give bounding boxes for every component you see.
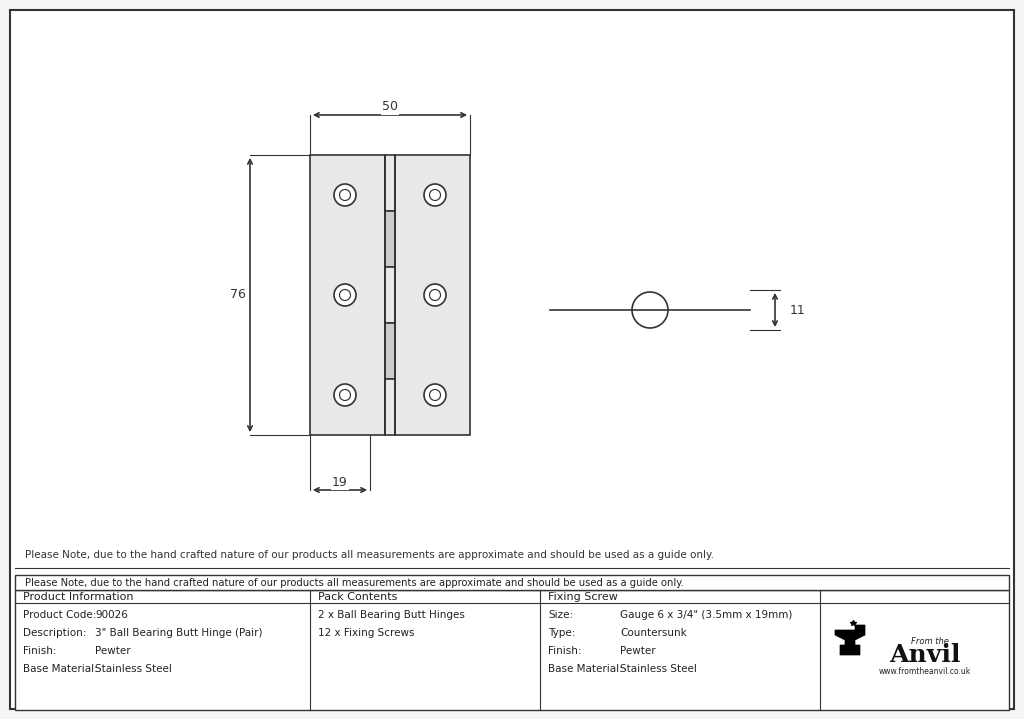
Circle shape [429,190,440,201]
Circle shape [340,290,350,301]
Circle shape [424,384,446,406]
Text: 19: 19 [332,475,348,488]
Text: Base Material:: Base Material: [548,664,623,674]
Circle shape [632,292,668,328]
Bar [385,267,395,323]
Text: Base Material:: Base Material: [23,664,97,674]
Text: 76: 76 [230,288,246,301]
Bar [385,323,395,379]
Text: Stainless Steel: Stainless Steel [95,664,172,674]
Text: www.fromtheanvil.co.uk: www.fromtheanvil.co.uk [879,667,971,677]
Text: Finish:: Finish: [548,646,582,656]
Text: 2 x Ball Bearing Butt Hinges: 2 x Ball Bearing Butt Hinges [318,610,465,620]
Text: Please Note, due to the hand crafted nature of our products all measurements are: Please Note, due to the hand crafted nat… [25,577,684,587]
Text: Size:: Size: [548,610,573,620]
Circle shape [424,184,446,206]
Circle shape [340,190,350,201]
Circle shape [429,290,440,301]
Bar [385,155,395,211]
Circle shape [429,390,440,400]
Text: Please Note, due to the hand crafted nature of our products all measurements are: Please Note, due to the hand crafted nat… [25,550,714,560]
Text: Finish:: Finish: [23,646,56,656]
Bar [395,155,470,435]
Text: Pewter: Pewter [95,646,131,656]
Text: Description:: Description: [23,628,86,638]
Circle shape [334,384,356,406]
Circle shape [334,184,356,206]
Bar [385,379,395,435]
Text: 3" Ball Bearing Butt Hinge (Pair): 3" Ball Bearing Butt Hinge (Pair) [95,628,262,638]
Bar [385,211,395,267]
Text: 11: 11 [790,303,806,316]
Text: Type:: Type: [548,628,575,638]
Text: Gauge 6 x 3/4" (3.5mm x 19mm): Gauge 6 x 3/4" (3.5mm x 19mm) [620,610,793,620]
Text: Countersunk: Countersunk [620,628,687,638]
Text: 90026: 90026 [95,610,128,620]
Polygon shape [835,625,865,655]
Bar [310,155,385,435]
Text: Pewter: Pewter [620,646,655,656]
Text: Stainless Steel: Stainless Steel [620,664,697,674]
Text: Product Code:: Product Code: [23,610,96,620]
FancyBboxPatch shape [10,10,1014,709]
Text: Product Information: Product Information [23,592,133,602]
Text: Fixing Screw: Fixing Screw [548,592,617,602]
Bar [15,590,1009,710]
Text: 12 x Fixing Screws: 12 x Fixing Screws [318,628,415,638]
Circle shape [334,284,356,306]
Bar [15,575,1009,590]
Text: 50: 50 [382,101,398,114]
Text: Pack Contents: Pack Contents [318,592,397,602]
Circle shape [340,390,350,400]
Text: Anvil: Anvil [889,643,961,667]
Circle shape [424,284,446,306]
Text: From the: From the [910,638,948,646]
